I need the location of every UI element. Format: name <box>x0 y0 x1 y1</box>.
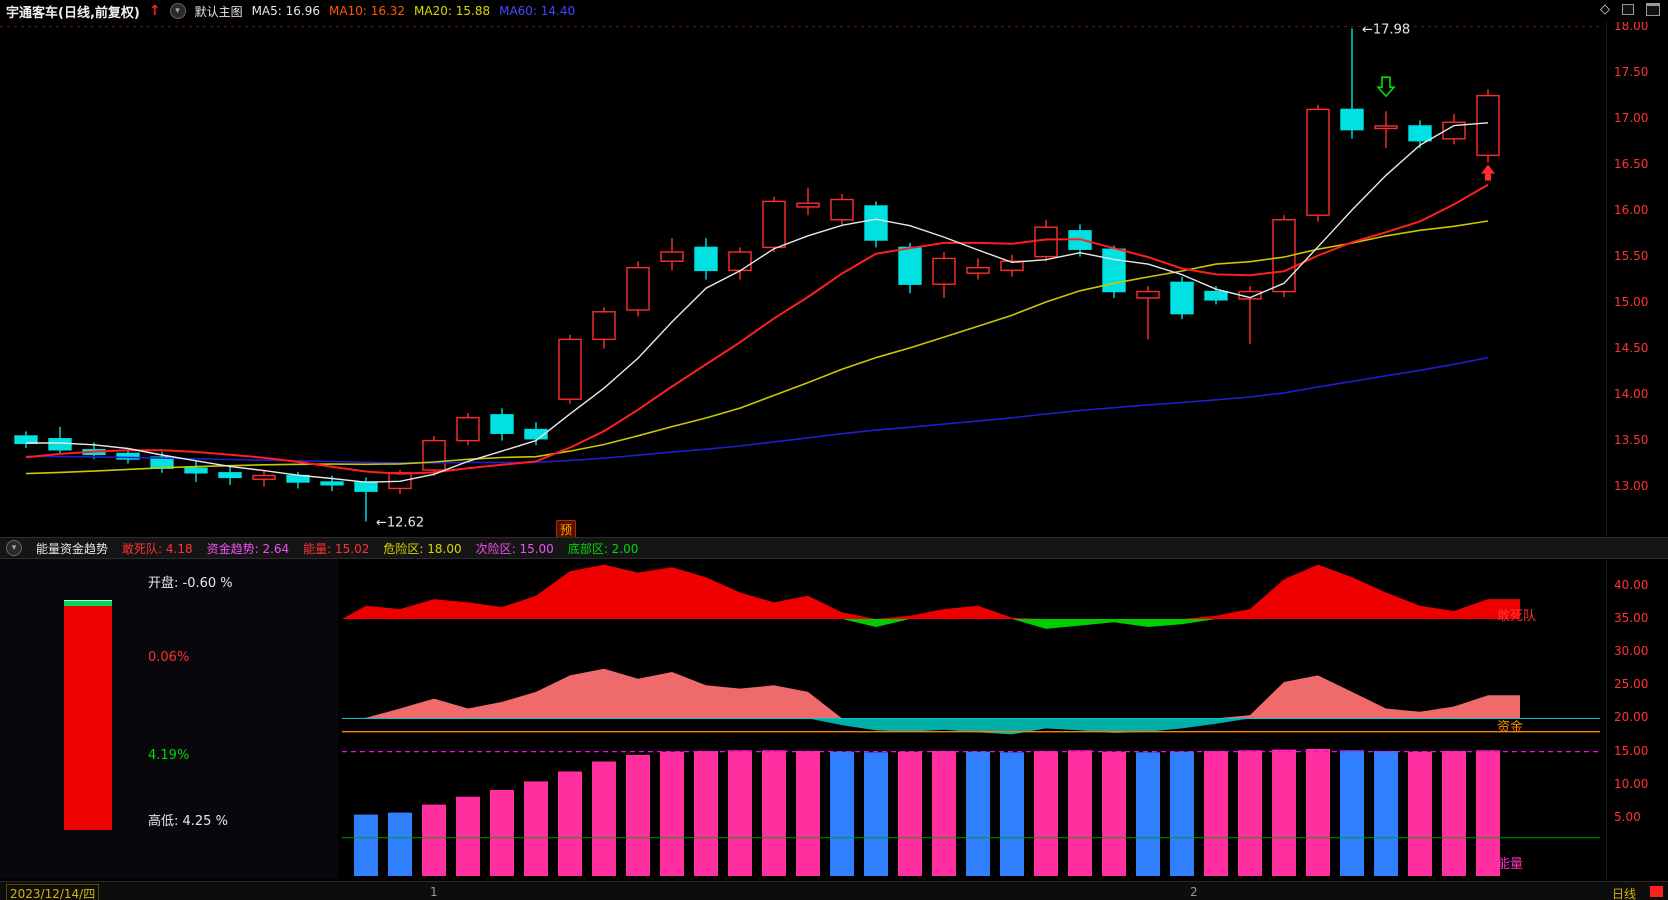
period-label[interactable]: 日线 <box>1612 887 1637 900</box>
ma20-value: MA20: 15.88 <box>414 4 491 18</box>
sub-danger-zone-label: 次险区: 15.00 <box>475 541 554 556</box>
axis-tick-label: 17.00 <box>1614 110 1649 125</box>
month-marker-1: 1 <box>430 885 438 899</box>
buy-signal-arrow-icon <box>1481 164 1495 181</box>
price-up-arrow-icon: ↑ <box>148 3 161 19</box>
axis-tick-label: 17.50 <box>1614 64 1649 79</box>
gauge-bar-cap <box>64 600 112 606</box>
gsd-area-positive <box>342 564 1520 619</box>
session-gauge-panel: 开盘: -0.60 % 0.06% 4.19% 高低: 4.25 % <box>0 558 338 878</box>
axis-tick-label: 16.50 <box>1614 156 1649 171</box>
low-annotation: ←12.62 <box>376 516 424 531</box>
high-annotation: ←17.98 <box>1362 22 1410 37</box>
bottom-zone-label: 底部区: 2.00 <box>567 541 639 556</box>
diamond-icon[interactable]: ◇ <box>1600 2 1610 17</box>
axis-tick-label: 10.00 <box>1614 776 1649 791</box>
axis-tick-label: 13.00 <box>1614 478 1649 493</box>
gsd-value-label: 敢死队: 4.18 <box>122 541 193 556</box>
zijin-area-negative <box>342 718 1520 735</box>
ma20-line <box>25 220 1489 475</box>
axis-tick-label: 13.50 <box>1614 432 1649 447</box>
zijin-area-positive <box>342 668 1520 719</box>
ma5-value: MA5: 16.96 <box>251 4 320 18</box>
axis-tick-label: 14.50 <box>1614 340 1649 355</box>
gsd-area-negative <box>342 619 1520 629</box>
indicator-dropdown-icon[interactable]: ▾ <box>6 540 22 556</box>
sell-signal-arrow-icon <box>1376 76 1396 98</box>
status-bar: 2023/12/14/四 1 2 日线 <box>0 881 1668 900</box>
window-panel-icon[interactable] <box>1646 3 1660 16</box>
axis-tick-label: 5.00 <box>1614 809 1641 824</box>
energy-value-label: 能量: 15.02 <box>303 541 370 556</box>
axis-tick-label: 15.00 <box>1614 294 1649 309</box>
month-marker-2: 2 <box>1190 885 1198 899</box>
axis-tick-label: 35.00 <box>1614 610 1649 625</box>
main-chart-preset[interactable]: 默认主图 <box>194 4 243 19</box>
gauge-red-percent: 0.06% <box>148 650 190 665</box>
stock-title[interactable]: 宇通客车(日线,前复权) <box>6 5 140 21</box>
axis-tick-label: 15.00 <box>1614 743 1649 758</box>
date-label: 2023/12/14/四 <box>6 884 100 900</box>
window-restore-icon[interactable] <box>1622 4 1634 15</box>
axis-tick-label: 30.00 <box>1614 644 1649 659</box>
axis-divider <box>1606 22 1607 881</box>
zijin-trend-value-label: 资金趋势: 2.64 <box>206 541 290 556</box>
ma5-line <box>26 122 1489 483</box>
high-low-range-label: 高低: 4.25 % <box>148 814 228 829</box>
zijin-plot-label: 资金 <box>1497 720 1524 735</box>
axis-tick-label: 40.00 <box>1614 577 1649 592</box>
danger-zone-label: 危险区: 18.00 <box>383 541 462 556</box>
candles <box>14 28 1500 522</box>
indicator-name[interactable]: 能量资金趋势 <box>36 541 109 556</box>
gsd-plot-label: 敢死队 <box>1497 609 1537 624</box>
open-change-label: 开盘: -0.60 % <box>148 576 233 591</box>
title-bar: 宇通客车(日线,前复权) ↑ ▾ 默认主图 MA5: 16.96 MA10: 1… <box>0 0 1668 22</box>
nengliang-plot-label: 能量 <box>1497 857 1524 872</box>
axis-tick-label: 25.00 <box>1614 677 1649 692</box>
ma10-line <box>25 183 1489 475</box>
ma10-value: MA10: 16.32 <box>329 4 406 18</box>
axis-tick-label: 15.50 <box>1614 248 1649 263</box>
ma60-value: MA60: 14.40 <box>499 4 576 18</box>
candlestick-chart[interactable]: ←17.98 ←12.62 <box>0 22 1600 537</box>
dropdown-circle-icon[interactable]: ▾ <box>169 3 186 19</box>
ma60-line <box>25 356 1489 464</box>
indicator-chart[interactable] <box>0 558 1600 881</box>
indicator-header: ▾ 能量资金趋势 敢死队: 4.18 资金趋势: 2.64 能量: 15.02 … <box>0 537 1668 559</box>
gauge-bar <box>64 600 112 830</box>
axis-tick-label: 20.00 <box>1614 710 1649 725</box>
axis-tick-label: 16.00 <box>1614 202 1649 217</box>
scroll-thumb[interactable] <box>1650 886 1663 897</box>
axis-tick-label: 14.00 <box>1614 386 1649 401</box>
gauge-green-percent: 4.19% <box>148 748 190 763</box>
energy-bars <box>354 748 1500 876</box>
